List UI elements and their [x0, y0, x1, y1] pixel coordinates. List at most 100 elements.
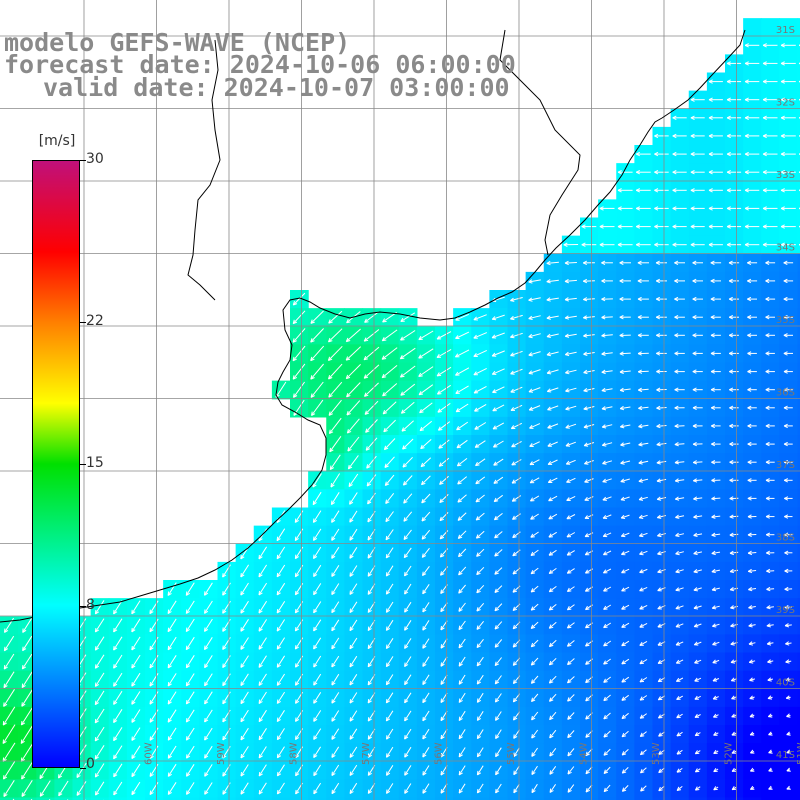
wind-arrow — [313, 782, 322, 795]
wind-arrow — [167, 691, 177, 705]
wind-arrow — [385, 529, 394, 541]
wind-arrow — [313, 764, 322, 777]
wind-arrow — [492, 422, 505, 430]
wind-arrow — [385, 511, 394, 523]
latitude-label: 32S — [776, 98, 795, 109]
wind-arrow — [113, 654, 123, 669]
wind-arrow — [473, 385, 487, 394]
wind-arrow — [404, 674, 412, 686]
wind-arrow — [385, 619, 394, 631]
wind-speed-cell — [797, 453, 800, 472]
wind-arrow — [349, 655, 358, 668]
wind-arrow — [276, 728, 285, 741]
wind-arrow — [331, 510, 340, 523]
wind-arrow — [493, 476, 504, 484]
wind-arrow — [94, 745, 105, 760]
wind-arrow — [258, 619, 268, 632]
wind-arrow — [348, 473, 359, 488]
wind-arrow — [458, 656, 466, 667]
wind-arrow — [276, 691, 286, 704]
wind-arrow — [331, 746, 340, 758]
wind-speed-cell — [670, 797, 690, 800]
wind-arrow — [399, 365, 416, 378]
wind-arrow — [310, 328, 324, 343]
wind-arrow — [386, 728, 394, 740]
wind-arrow — [258, 764, 267, 777]
wind-arrow — [402, 438, 414, 450]
wind-arrow — [382, 311, 397, 323]
wind-speed-cell — [453, 797, 472, 800]
wind-arrow — [458, 747, 466, 758]
wind-arrow — [437, 421, 451, 431]
wind-arrow — [474, 403, 487, 412]
wind-arrow — [276, 673, 286, 686]
wind-arrow — [185, 709, 195, 723]
wind-arrow — [404, 620, 412, 631]
wind-arrow — [313, 583, 322, 596]
wind-arrow — [422, 602, 430, 613]
wind-speed-cell — [797, 36, 800, 55]
wind-speed-cell — [706, 797, 726, 800]
wind-arrow — [476, 674, 484, 685]
wind-arrow — [276, 564, 286, 578]
wind-arrow — [385, 547, 394, 559]
wind-arrow — [186, 764, 195, 777]
wind-arrow — [436, 384, 451, 395]
wind-arrow — [313, 564, 322, 578]
wind-arrow — [293, 381, 306, 398]
wind-arrow — [440, 765, 448, 776]
wind-arrow — [456, 458, 468, 467]
wind-arrow — [495, 747, 502, 758]
wind-arrow — [473, 332, 487, 339]
wind-arrow — [240, 673, 249, 687]
wind-arrow — [313, 746, 322, 759]
wind-arrow — [440, 656, 448, 667]
wind-arrow — [311, 399, 324, 416]
wind-speed-cell — [797, 616, 800, 635]
wind-arrow — [21, 653, 33, 670]
wind-arrow — [458, 710, 466, 722]
wind-arrow — [240, 637, 249, 650]
longitude-label: 54W — [579, 742, 590, 765]
wind-arrow — [494, 549, 503, 557]
latitude-label: 38S — [776, 533, 795, 544]
colorbar-unit: [m/s] — [33, 130, 81, 154]
wind-arrow — [404, 710, 412, 722]
wind-speed-cell — [797, 725, 800, 744]
wind-arrow — [113, 709, 123, 724]
wind-arrow — [349, 583, 358, 595]
wind-arrow — [385, 601, 394, 613]
wind-speed-cell — [797, 163, 800, 182]
wind-speed-cell — [797, 199, 800, 219]
wind-arrow — [458, 692, 466, 703]
wind-arrow — [113, 727, 123, 742]
wind-arrow — [493, 494, 503, 503]
wind-arrow — [402, 475, 413, 486]
latitude-label: 41S — [776, 750, 795, 761]
wind-arrow — [458, 765, 466, 776]
wind-arrow — [331, 601, 340, 614]
wind-arrow — [404, 656, 412, 668]
wind-arrow — [458, 584, 466, 594]
wind-arrow — [346, 418, 360, 434]
wind-arrow — [476, 584, 485, 594]
wind-speed-cell — [525, 797, 545, 800]
wind-arrow — [399, 347, 416, 360]
wind-arrow — [313, 601, 322, 614]
wind-arrow — [365, 437, 378, 451]
wind-arrow — [436, 331, 452, 340]
wind-arrow — [422, 674, 430, 686]
wind-arrow — [21, 689, 34, 707]
wind-arrow — [438, 439, 450, 449]
wind-arrow — [458, 602, 466, 612]
longitude-label: 57W — [361, 742, 372, 765]
wind-arrow — [292, 292, 306, 306]
wind-arrow — [204, 745, 213, 759]
wind-arrow — [3, 780, 15, 798]
wind-arrow — [131, 672, 141, 687]
wind-arrow — [331, 637, 340, 650]
wind-arrow — [457, 476, 468, 485]
wind-speed-cell — [797, 598, 800, 617]
wind-arrow — [382, 383, 398, 397]
